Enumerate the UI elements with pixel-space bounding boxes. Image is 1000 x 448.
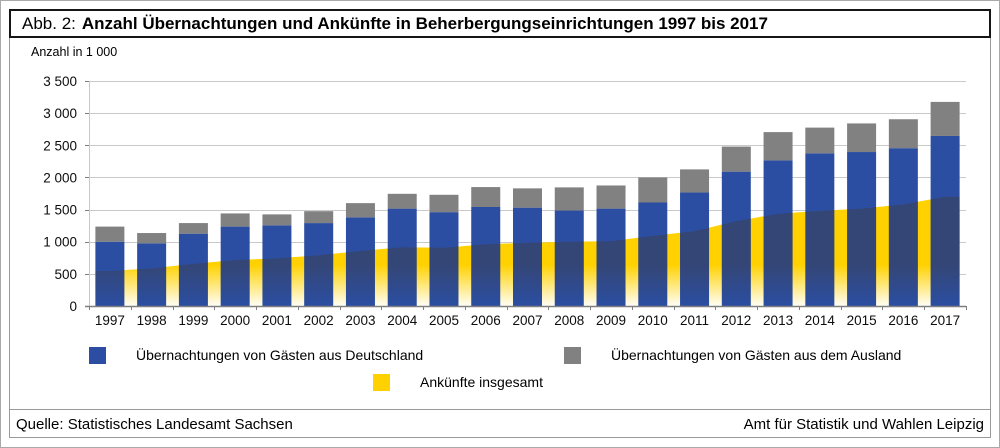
- bar-foreign: [721, 146, 751, 172]
- x-tick-label: 1998: [137, 313, 167, 328]
- bar-foreign: [429, 194, 459, 213]
- bar-foreign: [847, 123, 877, 153]
- y-tick-label: 500: [54, 267, 77, 282]
- bar-foreign: [387, 193, 417, 209]
- x-tick-label: 1997: [95, 313, 125, 328]
- x-tick-label: 2012: [721, 313, 751, 328]
- figure-title-text: Anzahl Übernachtungen und Ankünfte in Be…: [81, 14, 768, 33]
- bar-foreign: [513, 188, 542, 208]
- bar-foreign: [304, 211, 334, 224]
- y-tick-label: 3 500: [43, 74, 77, 89]
- legend-swatch-domestic: [89, 346, 106, 364]
- x-axis-labels: 1997 1998 1999 2000 2001 2002 2003 2004 2005 2006…: [95, 313, 960, 328]
- x-tick-label: 2007: [512, 313, 542, 328]
- y-tick-label: 3 000: [43, 106, 77, 121]
- area-bar-overlap: [95, 196, 960, 306]
- x-tick-label: 2000: [220, 313, 250, 328]
- bar-foreign: [220, 213, 250, 227]
- y-axis-labels: 0 500 1 000 1 500 2 000 2 500 3 000 3 500: [43, 74, 77, 314]
- source-row: Quelle: Statistisches Landesamt Sachsen …: [9, 409, 991, 438]
- x-tick-label: 2008: [554, 313, 584, 328]
- legend-item-domestic: Übernachtungen von Gästen aus Deutschlan…: [89, 346, 423, 364]
- x-tick-label: 2013: [763, 313, 793, 328]
- figure-number: Abb. 2:: [22, 14, 76, 33]
- bar-foreign: [930, 101, 960, 136]
- legend-label-foreign: Übernachtungen von Gästen aus dem Auslan…: [611, 347, 902, 363]
- legend-item-arrivals: Ankünfte insgesamt: [373, 373, 543, 391]
- y-tick-label: 0: [69, 299, 77, 314]
- x-tick-label: 2004: [387, 313, 418, 328]
- bar-foreign: [262, 214, 292, 226]
- x-tick-label: 2003: [345, 313, 375, 328]
- source-right: Amt für Statistik und Wahlen Leipzig: [743, 415, 984, 433]
- bar-foreign: [178, 223, 208, 234]
- legend-label-domestic: Übernachtungen von Gästen aus Deutschlan…: [136, 347, 424, 363]
- x-tick-label: 2006: [471, 313, 501, 328]
- x-tick-label: 1999: [178, 313, 208, 328]
- x-axis: [85, 305, 967, 310]
- x-tick-label: 2011: [680, 313, 709, 328]
- x-tick-label: 2016: [888, 313, 918, 328]
- x-tick-label: 2001: [262, 313, 292, 328]
- bar-foreign: [888, 119, 918, 149]
- figure-title: Abb. 2: Anzahl Übernachtungen und Ankünft…: [9, 9, 991, 38]
- x-tick-label: 2014: [805, 313, 836, 328]
- bar-foreign: [680, 169, 710, 193]
- legend-item-foreign: Übernachtungen von Gästen aus dem Auslan…: [564, 346, 901, 364]
- source-left: Quelle: Statistisches Landesamt Sachsen: [16, 415, 293, 433]
- legend-swatch-arrivals: [373, 373, 390, 391]
- x-tick-label: 2005: [429, 313, 459, 328]
- x-tick-label: 2010: [638, 313, 668, 328]
- x-tick-label: 2009: [596, 313, 626, 328]
- legend-label-arrivals: Ankünfte insgesamt: [420, 374, 543, 390]
- x-tick-label: 2002: [304, 313, 334, 328]
- bar-foreign: [638, 177, 668, 203]
- y-tick-label: 2 000: [43, 170, 77, 185]
- bar-foreign: [345, 203, 375, 218]
- bar-foreign: [95, 226, 125, 242]
- bar-foreign: [471, 187, 501, 207]
- y-axis-unit-label: Anzahl in 1 000: [31, 45, 118, 59]
- bar-foreign: [137, 233, 167, 244]
- y-tick-label: 2 500: [43, 138, 77, 153]
- y-tick-label: 1 500: [43, 203, 77, 218]
- x-tick-label: 2015: [847, 313, 877, 328]
- x-tick-label: 2017: [930, 313, 960, 328]
- bar-foreign: [554, 187, 584, 211]
- y-tick-label: 1 000: [43, 235, 77, 250]
- y-axis-ticks: [85, 81, 89, 307]
- bar-foreign: [805, 127, 835, 154]
- legend-swatch-foreign: [564, 346, 581, 364]
- bar-foreign: [596, 185, 626, 209]
- bar-foreign: [763, 132, 793, 161]
